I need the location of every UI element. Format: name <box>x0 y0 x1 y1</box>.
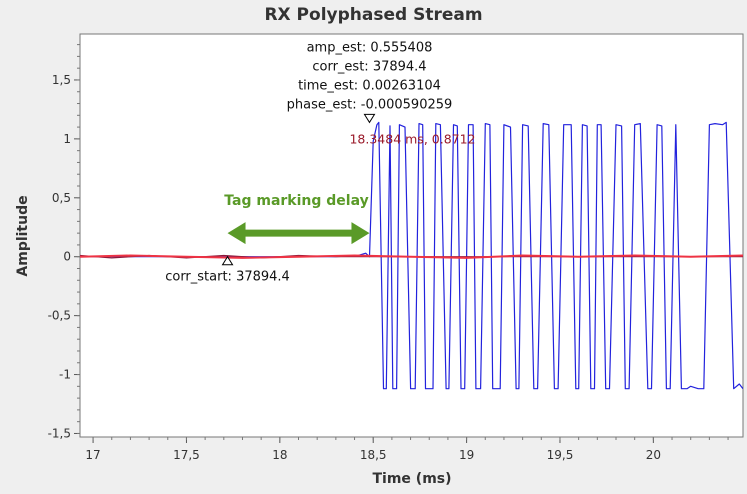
x-axis-label: Time (ms) <box>372 471 451 487</box>
y-tick-label: 0,5 <box>52 191 71 205</box>
tag-info-line: phase_est: -0.000590259 <box>287 97 453 112</box>
delay-arrow-label: Tag marking delay <box>224 193 368 209</box>
x-tick-label: 17 <box>85 448 100 462</box>
x-tick-label: 19,5 <box>547 448 574 462</box>
y-tick-label: 1,5 <box>52 73 71 87</box>
tag-info-line: time_est: 0.00263104 <box>298 78 441 93</box>
x-axis: 17 17,5 18 18,5 19 19,5 20 <box>85 437 729 462</box>
y-tick-label: 0 <box>63 250 71 264</box>
y-tick-label: -1 <box>59 368 71 382</box>
y-tick-label: -1,5 <box>48 426 71 440</box>
x-tick-label: 19 <box>459 448 474 462</box>
tag-info-line: amp_est: 0.555408 <box>307 40 433 55</box>
y-tick-label: -0,5 <box>48 309 71 323</box>
delay-arrow-head-left <box>227 222 246 245</box>
y-axis: 1,5 1 0,5 0 -0,5 -1 -1,5 <box>48 44 80 440</box>
cursor-readout: 18.3484 ms, 0.8712 <box>349 131 475 146</box>
tag-marker-down[interactable] <box>363 113 376 124</box>
chart-title: RX Polyphased Stream <box>264 5 483 25</box>
x-tick-label: 18 <box>272 448 287 462</box>
corr-start-label: corr_start: 37894.4 <box>165 270 290 285</box>
tag-marker-up[interactable] <box>221 255 234 266</box>
y-tick-label: 1 <box>63 132 71 146</box>
x-tick-label: 20 <box>646 448 661 462</box>
series-line-3[interactable] <box>80 254 743 259</box>
tag-info-line: corr_est: 37894.4 <box>312 59 426 74</box>
y-axis-label: Amplitude <box>15 195 31 276</box>
x-tick-label: 17,5 <box>173 448 200 462</box>
delay-arrow-head-right <box>351 222 370 245</box>
x-tick-label: 18,5 <box>360 448 387 462</box>
series-line-2[interactable] <box>80 254 743 259</box>
